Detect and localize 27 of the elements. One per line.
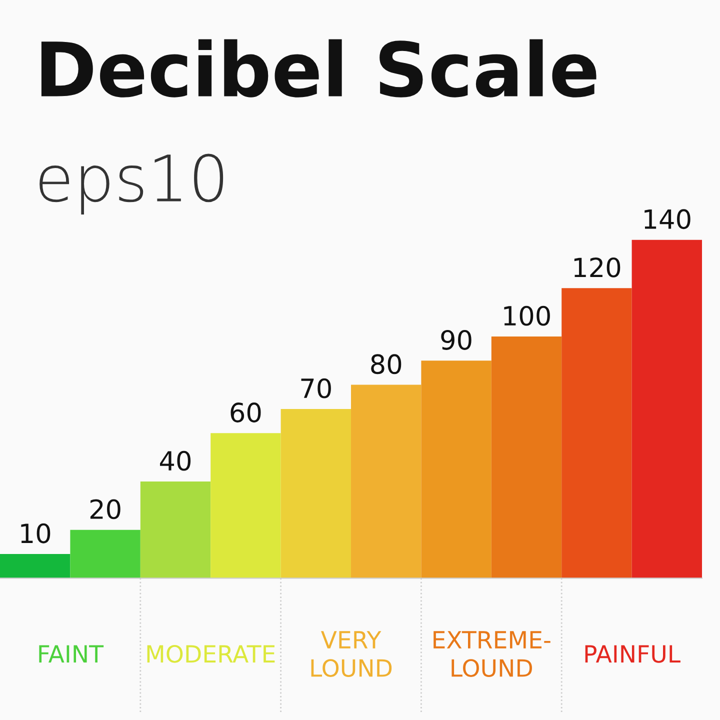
text: MODERATE xyxy=(147,644,275,663)
text: VERY LOUND xyxy=(311,631,392,677)
data-label: 80 xyxy=(371,354,402,374)
bar xyxy=(421,360,492,578)
bar xyxy=(491,336,562,578)
text: PAINFUL xyxy=(585,645,680,663)
data-label: 90 xyxy=(441,330,472,350)
text: EXTREME- LOUND xyxy=(434,631,550,677)
bar xyxy=(0,554,70,578)
bar xyxy=(210,433,281,578)
bar xyxy=(280,408,351,578)
text: FAINT xyxy=(39,645,104,663)
bar xyxy=(351,384,422,578)
data-label: 60 xyxy=(230,402,261,422)
data-label: 100 xyxy=(504,306,550,326)
data-label: 20 xyxy=(90,499,120,520)
data-label: 10 xyxy=(21,523,50,544)
data-label: 140 xyxy=(644,209,690,230)
bar xyxy=(70,530,140,578)
bar xyxy=(632,240,702,578)
chart-title: Decibel Scale xyxy=(41,39,596,98)
chart-subtitle: eps10 xyxy=(40,154,224,215)
data-label: 40 xyxy=(160,450,191,471)
bar xyxy=(562,288,632,578)
data-label: 120 xyxy=(574,257,620,278)
bar xyxy=(140,481,211,578)
data-label: 70 xyxy=(301,378,331,398)
